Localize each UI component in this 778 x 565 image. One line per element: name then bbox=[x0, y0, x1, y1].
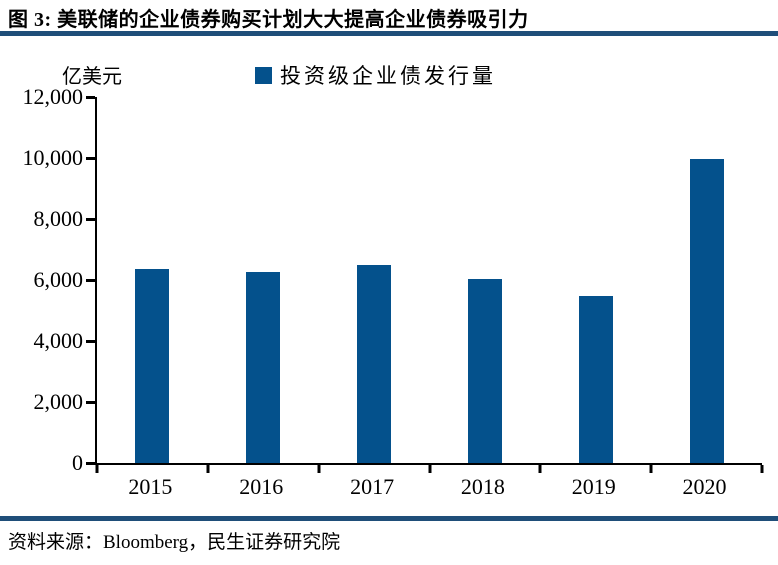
x-axis-tick bbox=[760, 465, 764, 473]
x-axis-tick bbox=[95, 465, 99, 473]
bar-cell-2017 bbox=[319, 97, 430, 463]
y-axis-unit-label: 亿美元 bbox=[62, 66, 122, 88]
source-note: 资料来源：Bloomberg，民生证券研究院 bbox=[8, 532, 341, 553]
x-axis-label-2015: 2015 bbox=[128, 474, 173, 499]
figure-title: 图 3: 美联储的企业债券购买计划大大提高企业债券吸引力 bbox=[8, 9, 529, 31]
y-axis-tick bbox=[86, 400, 95, 404]
x-axis-tick bbox=[538, 465, 542, 473]
bar-series bbox=[97, 97, 762, 463]
bar-cell-2015 bbox=[97, 97, 208, 463]
x-axis-tick bbox=[206, 465, 210, 473]
legend-label: 投资级企业债发行量 bbox=[280, 64, 496, 88]
title-divider-rule bbox=[0, 31, 778, 36]
bar-2020 bbox=[689, 158, 724, 463]
y-axis-tick-label: 12,000 bbox=[22, 84, 84, 109]
bar-2018 bbox=[467, 279, 502, 463]
x-axis-label-2019: 2019 bbox=[571, 474, 616, 499]
y-axis-tick-label: 2,000 bbox=[33, 389, 84, 414]
bar-2019 bbox=[578, 296, 613, 463]
y-axis-tick-label: 10,000 bbox=[22, 145, 84, 170]
footer-divider-rule bbox=[0, 516, 778, 521]
y-axis-tick bbox=[86, 95, 95, 99]
x-axis-labels: 2015 2016 2017 2018 2019 2020 bbox=[95, 474, 760, 500]
x-axis-tick bbox=[649, 465, 653, 473]
bar-cell-2018 bbox=[429, 97, 540, 463]
y-axis-tick-label: 8,000 bbox=[33, 206, 84, 231]
x-axis-tick bbox=[428, 465, 431, 473]
y-axis-tick bbox=[86, 156, 95, 160]
y-axis-tick bbox=[86, 278, 95, 282]
bar-2015 bbox=[135, 269, 170, 463]
y-axis-tick bbox=[86, 217, 95, 221]
chart-legend: 投资级企业债发行量 bbox=[255, 60, 496, 90]
y-axis-tick-label: 0 bbox=[72, 450, 83, 475]
bar-2016 bbox=[246, 271, 281, 463]
y-axis-tick-label: 4,000 bbox=[33, 328, 84, 353]
bar-2017 bbox=[357, 264, 392, 463]
x-axis-label-2020: 2020 bbox=[682, 474, 727, 499]
y-axis-tick bbox=[86, 461, 95, 465]
x-axis-label-2016: 2016 bbox=[239, 474, 284, 499]
plot-area: 0 2,000 4,000 6,000 8,000 10,000 12,000 bbox=[23, 84, 764, 475]
y-axis-tick-label: 6,000 bbox=[33, 267, 84, 292]
bar-cell-2020 bbox=[651, 97, 762, 463]
x-axis-label-2017: 2017 bbox=[350, 474, 395, 499]
legend-swatch-icon bbox=[255, 66, 272, 84]
y-axis-tick bbox=[86, 339, 95, 343]
bar-cell-2019 bbox=[540, 97, 651, 463]
x-axis-label-2018: 2018 bbox=[460, 474, 505, 499]
x-axis-tick bbox=[317, 465, 321, 473]
bar-cell-2016 bbox=[208, 97, 319, 463]
